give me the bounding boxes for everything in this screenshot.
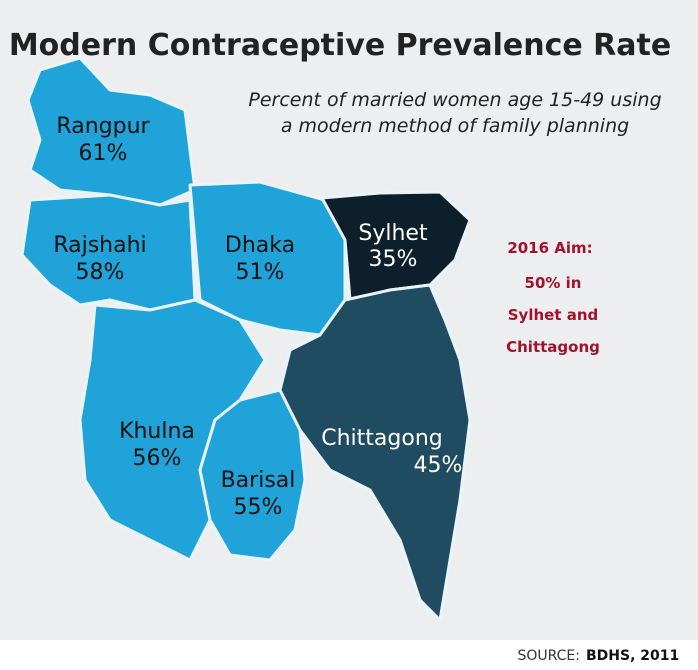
region-value: 45% [414,453,463,478]
region-name: Barisal [221,468,296,493]
source-name: BDHS, 2011 [586,648,679,664]
region-name: Rajshahi [53,233,146,258]
region-name: Rangpur [56,114,150,139]
subtitle: Percent of married women age 15-49 using [248,89,661,111]
region-value: 51% [236,260,285,285]
region-name: Chittagong [321,426,442,451]
annotation: 2016 Aim: [507,239,592,257]
subtitle: a modern method of family planning [281,115,629,137]
region [278,283,472,622]
region-name: Khulna [119,419,195,444]
region [320,190,472,302]
annotation: Sylhet and [508,306,599,324]
region-value: 35% [369,247,418,272]
region-name: Sylhet [358,221,428,246]
region-value: 58% [76,260,125,285]
region-value: 55% [234,495,283,520]
region-name: Dhaka [225,233,295,258]
region-value: 61% [79,141,128,166]
title: Modern Contraceptive Prevalence Rate [9,28,671,63]
annotation: 50% in [525,274,582,292]
annotation: Chittagong [506,338,600,356]
source-prefix: SOURCE: [517,648,580,664]
region-value: 56% [133,446,182,471]
